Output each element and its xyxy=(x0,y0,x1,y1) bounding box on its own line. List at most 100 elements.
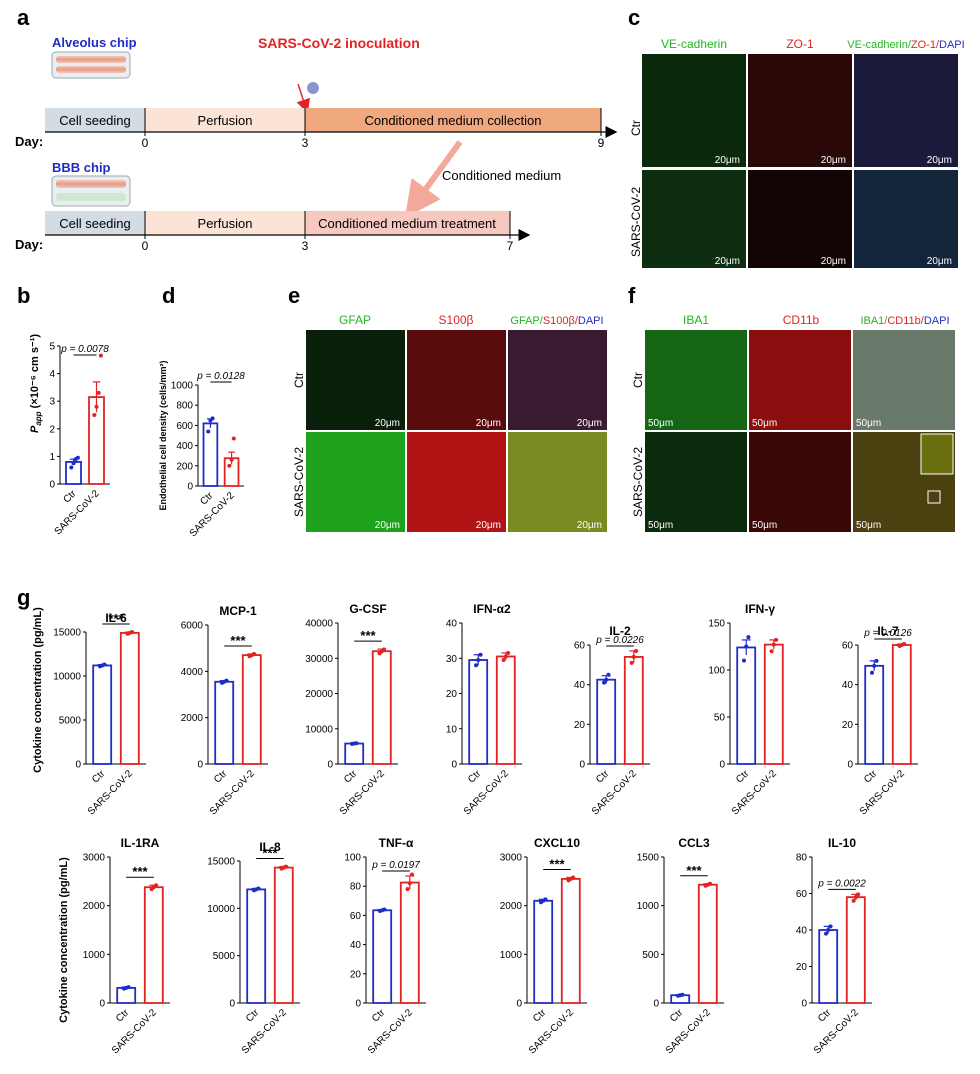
y-tick-label: 80 xyxy=(796,853,808,864)
data-point xyxy=(856,892,860,897)
data-point xyxy=(478,652,483,657)
f-scale-3: 50μm xyxy=(856,418,881,429)
bar-sars xyxy=(891,644,912,765)
e-row-ctr: Ctr xyxy=(292,372,306,388)
y-tick-label: 0 xyxy=(327,760,333,771)
e-col-3: GFAP/S100β/DAPI xyxy=(510,315,603,327)
data-point xyxy=(130,630,134,634)
x-tick-label: Ctr xyxy=(466,768,484,786)
c-scale-4: 20μm xyxy=(715,256,740,267)
chart-title: IL-1RA xyxy=(121,836,160,850)
bar-sars xyxy=(697,883,718,1004)
y-tick-label: 4 xyxy=(49,369,55,380)
data-point xyxy=(506,650,510,655)
c-col-3b: ZO-1/ xyxy=(911,39,940,51)
bar-ctr xyxy=(92,664,113,765)
data-point xyxy=(826,928,831,932)
y-tick-label: 60 xyxy=(796,889,808,900)
f-col-1: IBA1 xyxy=(683,313,709,327)
bar-sars xyxy=(143,886,164,1004)
g-ylabel-row2: Cytokine concentration (pg/mL) xyxy=(58,857,70,1023)
y-tick-label: 1000 xyxy=(500,950,523,961)
y-tick-label: 400 xyxy=(176,441,193,452)
bar-ctr xyxy=(818,929,839,1004)
data-point xyxy=(252,651,256,656)
f-col-3b: CD11b/ xyxy=(887,315,924,327)
panel-label-b: b xyxy=(17,283,30,308)
f-img-ctr-red xyxy=(749,330,851,430)
y-tick-label: 30 xyxy=(446,654,458,665)
e-scale-3: 20μm xyxy=(577,418,602,429)
ylabel-sub: app xyxy=(34,411,43,425)
bar-sars xyxy=(623,656,644,765)
bar-sars xyxy=(845,896,866,1004)
panel-c-micrographs: VE-cadherin ZO-1 VE-cadherin/ZO-1/DAPI C… xyxy=(629,37,965,268)
data-point xyxy=(634,648,638,653)
data-point xyxy=(771,642,776,647)
data-point xyxy=(708,881,712,886)
x-tick-label: Ctr xyxy=(212,768,230,786)
chart-title: IL-8 xyxy=(259,840,281,854)
alveolus-chip-icon xyxy=(51,51,131,79)
e-img-ctr-green xyxy=(306,330,405,430)
data-point xyxy=(410,872,414,877)
x-tick-label: Ctr xyxy=(114,1007,132,1025)
y-tick-label: 200 xyxy=(176,461,193,472)
chart-title: IFN-α2 xyxy=(473,602,511,616)
pvalue-label: p = 0.0226 xyxy=(595,635,644,646)
f-scale-4: 50μm xyxy=(648,520,673,531)
e-img-sars-merge xyxy=(508,432,607,532)
y-tick-label: 4000 xyxy=(181,667,204,678)
pvalue-label: p = 0.0128 xyxy=(196,371,245,382)
f-img-ctr-green xyxy=(645,330,747,430)
y-tick-label: 0 xyxy=(99,999,105,1010)
data-point xyxy=(474,663,478,668)
y-tick-label: 1500 xyxy=(637,853,660,864)
y-tick-label: 50 xyxy=(714,713,726,724)
data-point xyxy=(102,662,107,667)
data-point xyxy=(853,895,858,900)
bar-sars xyxy=(241,654,262,765)
data-point xyxy=(476,658,481,663)
alveolus-chip-label: Alveolus chip xyxy=(52,35,137,50)
bar-sars xyxy=(371,650,392,765)
c-scale-6: 20μm xyxy=(927,256,952,267)
c-row-sars: SARS-CoV-2 xyxy=(629,187,643,257)
chart-title: TNF-α xyxy=(379,836,414,850)
panel-label-d: d xyxy=(162,283,175,308)
chart-title: IL-2 xyxy=(609,624,631,638)
data-point xyxy=(92,413,97,417)
day-label-1: Day: xyxy=(15,134,43,149)
c-img-ctr-red xyxy=(748,54,852,167)
f-scale-5: 50μm xyxy=(752,520,777,531)
panel-label-f: f xyxy=(628,283,636,308)
row2-seg2: Perfusion xyxy=(198,216,253,231)
y-tick-label: 60 xyxy=(350,911,362,922)
c-col-3: VE-cadherin/ZO-1/DAPI xyxy=(847,39,964,51)
data-point xyxy=(870,670,874,675)
panel-label-g: g xyxy=(17,585,30,610)
row2-tick-1: 3 xyxy=(302,239,309,253)
data-point xyxy=(98,353,103,358)
data-point xyxy=(503,654,508,659)
f-row-sars: SARS-CoV-2 xyxy=(631,447,645,517)
e-scale-6: 20μm xyxy=(577,520,602,531)
data-point xyxy=(71,461,76,466)
f-img-sars-green xyxy=(645,432,747,532)
f-inset xyxy=(920,433,954,475)
y-tick-label: 0 xyxy=(719,760,725,771)
x-tick-label: Ctr xyxy=(862,768,880,786)
c-col-2: ZO-1 xyxy=(786,37,814,51)
y-tick-label: 0 xyxy=(187,482,193,493)
y-tick-label: 0 xyxy=(451,760,457,771)
y-tick-label: 2 xyxy=(49,424,55,435)
c-scale-1: 20μm xyxy=(715,155,740,166)
bar-sars xyxy=(273,866,294,1004)
data-point xyxy=(742,658,746,663)
bar-ctr xyxy=(202,422,219,487)
data-point xyxy=(405,887,410,892)
c-img-ctr-merge xyxy=(854,54,958,167)
